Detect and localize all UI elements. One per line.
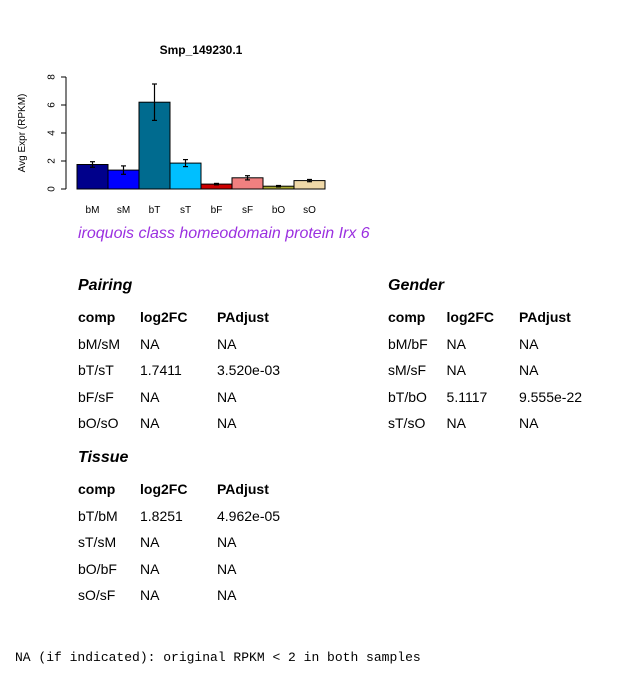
bars-group: [76, 83, 326, 190]
table-cell: sO/sF: [78, 587, 116, 604]
table-cell: NA: [446, 362, 466, 379]
pairing-title: Pairing: [78, 277, 133, 294]
table-cell: NA: [518, 415, 539, 432]
table-row: sM/sF NA NA: [388, 357, 620, 384]
bar-bM: [76, 164, 109, 190]
table-row: bT/bM 1.8251 4.962e-05: [78, 503, 327, 530]
table-cell: NA: [140, 415, 160, 432]
table-cell: bO/sO: [78, 415, 119, 432]
tissue-header-cell: comp: [78, 481, 116, 498]
tissue-section: Tissue comp log2FC PAdjust bT/bM 1.8251 4.962…: [78, 449, 327, 609]
table-cell: 4.962e-05: [217, 507, 281, 524]
table-row: bT/bO 5.1117 9.555e-22: [388, 384, 620, 411]
gender-section: Gender comp log2FC PAdjust bM/bF NA NA sM/sF NA…: [388, 277, 620, 437]
table-cell: NA: [217, 587, 237, 604]
table-cell: bT/sT: [78, 362, 114, 379]
table-cell: bM/bF: [388, 335, 428, 352]
table-cell: NA: [446, 335, 466, 352]
pairing-table: comp log2FC PAdjust bM/sM NA NA bT/sT 1.7411 3.5…: [78, 304, 327, 437]
table-row: sT/sM NA NA: [78, 529, 327, 556]
table-cell: NA: [140, 560, 160, 577]
footnote: NA (if indicated): original RPKM < 2 in …: [15, 650, 421, 665]
table-cell: NA: [140, 388, 160, 405]
table-cell: 1.7411: [140, 362, 182, 379]
table-cell: NA: [217, 335, 237, 352]
table-cell: NA: [518, 335, 539, 352]
table-cell: 9.555e-22: [518, 388, 583, 405]
x-tick-label: sT: [180, 205, 191, 216]
table-cell: NA: [217, 388, 237, 405]
table-cell: bM/sM: [78, 335, 120, 352]
y-tick-label: 4: [47, 130, 58, 136]
tissue-title: Tissue: [78, 449, 129, 466]
x-tick-label: bF: [211, 205, 223, 216]
table-row: bO/bF NA NA: [78, 556, 327, 583]
table-cell: 1.8251: [140, 507, 183, 524]
x-tick-label: sM: [117, 205, 130, 216]
table-row: bM/bF NA NA: [388, 331, 620, 358]
gender-header-cell: comp: [388, 309, 426, 326]
table-row: bT/sT 1.7411 3.520e-03: [78, 357, 327, 384]
x-tick-label: bM: [86, 205, 100, 216]
y-tick-label: 6: [47, 102, 58, 108]
table-cell: NA: [140, 534, 160, 551]
tissue-header-cell: PAdjust: [217, 481, 269, 498]
pairing-header-cell: comp: [78, 309, 116, 326]
chart-title: Smp_149230.1: [160, 43, 243, 57]
table-cell: sT/sO: [388, 415, 426, 432]
y-tick-label: 0: [47, 186, 58, 192]
pairing-header-row: comp log2FC PAdjust: [78, 304, 327, 331]
x-tick-label: bT: [149, 205, 161, 216]
tissue-header-row: comp log2FC PAdjust: [78, 476, 327, 503]
table-cell: 3.520e-03: [217, 362, 281, 379]
gender-header-cell: PAdjust: [518, 309, 571, 326]
x-tick-label: sF: [242, 205, 253, 216]
x-tick-label: sO: [303, 205, 316, 216]
table-cell: NA: [217, 560, 237, 577]
tissue-header-cell: log2FC: [140, 481, 188, 498]
table-cell: bT/bO: [388, 388, 427, 405]
table-cell: sT/sM: [78, 534, 117, 551]
y-tick-label: 8: [47, 74, 58, 80]
gender-header-row: comp log2FC PAdjust: [388, 304, 620, 331]
table-row: sO/sF NA NA: [78, 582, 327, 609]
table-row: bM/sM NA NA: [78, 331, 327, 358]
table-cell: NA: [140, 335, 160, 352]
y-tick-label: 2: [47, 158, 58, 164]
table-row: sT/sO NA NA: [388, 410, 620, 437]
gender-table: comp log2FC PAdjust bM/bF NA NA sM/sF NA NA bT/bO…: [388, 304, 620, 437]
table-cell: bT/bM: [78, 507, 118, 524]
y-axis: 0 2 4 6 8: [47, 74, 67, 192]
pairing-section: Pairing comp log2FC PAdjust bM/sM NA NA bT/sT 1…: [78, 277, 327, 437]
table-cell: NA: [140, 587, 160, 604]
table-row: bO/sO NA NA: [78, 410, 327, 437]
gender-header-cell: log2FC: [446, 309, 494, 326]
table-cell: NA: [217, 415, 237, 432]
table-cell: sM/sF: [388, 362, 427, 379]
gender-title: Gender: [388, 277, 445, 294]
table-cell: NA: [518, 362, 539, 379]
gene-description: iroquois class homeodomain protein Irx 6: [78, 225, 370, 242]
x-tick-label: bO: [272, 205, 286, 216]
table-cell: bF/sF: [78, 388, 114, 405]
pairing-header-cell: log2FC: [140, 309, 188, 326]
x-axis-labels: bM sM bT sT bF sF bO sO: [86, 205, 317, 216]
table-cell: bO/bF: [78, 560, 117, 577]
table-row: bF/sF NA NA: [78, 384, 327, 411]
table-cell: NA: [217, 534, 237, 551]
table-cell: NA: [446, 415, 466, 432]
pairing-header-cell: PAdjust: [217, 309, 269, 326]
y-axis-label: Avg Expr (RPKM): [17, 94, 28, 173]
table-cell: 5.1117: [446, 388, 488, 405]
tissue-table: comp log2FC PAdjust bT/bM 1.8251 4.962e-05 sT/…: [78, 476, 327, 609]
